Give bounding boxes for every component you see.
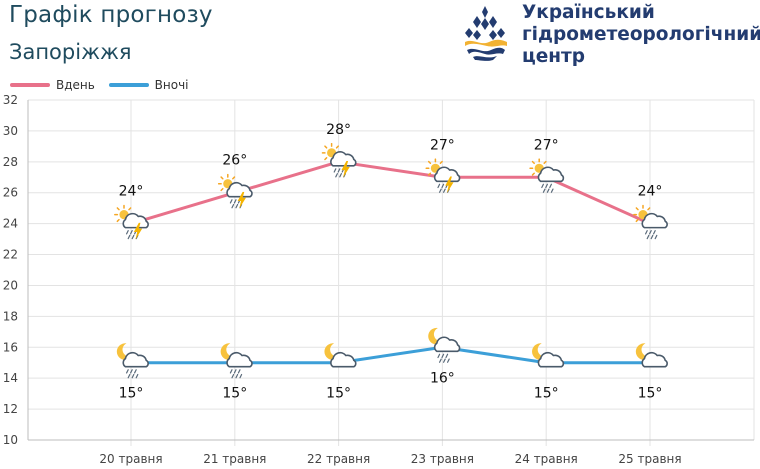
- rain-icon: [229, 369, 243, 379]
- legend-item-night[interactable]: Вночі: [108, 78, 189, 92]
- day-temp-label: 28°: [326, 122, 351, 138]
- legend-item-day[interactable]: Вдень: [10, 78, 95, 92]
- day-temp-label: 24°: [119, 184, 144, 200]
- cloud-icon: [537, 166, 565, 183]
- y-tick-label: 20: [3, 278, 18, 292]
- day-temp-label: 27°: [534, 137, 559, 153]
- y-tick-label: 32: [3, 93, 18, 107]
- org-line-2: гідрометеорологічний: [522, 24, 760, 45]
- y-tick-label: 10: [3, 433, 18, 447]
- y-tick-label: 22: [3, 248, 18, 262]
- cloud-icon: [537, 351, 565, 368]
- rain-icon: [437, 353, 450, 363]
- day-temp-label: 27°: [430, 137, 455, 153]
- x-tick-label: 20 травня: [99, 452, 162, 466]
- moon-cloud-rain-icon[interactable]: [116, 343, 149, 379]
- night-temp-label: 15°: [638, 386, 663, 402]
- night-series-line: [131, 345, 650, 365]
- cloud-icon: [330, 150, 357, 167]
- city-name: Запоріжжя: [9, 40, 132, 64]
- rain-icon: [125, 369, 139, 379]
- cloud-icon: [122, 351, 149, 368]
- cloud-icon: [122, 212, 149, 229]
- night-temp-label: 16°: [430, 370, 455, 386]
- org-line-3: центр: [522, 46, 586, 67]
- y-tick-label: 16: [3, 340, 18, 354]
- rain-icon: [541, 183, 554, 193]
- moon-cloud-rain-icon[interactable]: [220, 343, 253, 379]
- moon-cloud-rain-icon[interactable]: [428, 327, 461, 363]
- night-temp-label: 15°: [534, 386, 559, 402]
- y-tick-label: 14: [3, 371, 18, 385]
- organization-name: Український гідрометеорологічний центр: [522, 2, 760, 68]
- y-tick-label: 18: [3, 309, 18, 323]
- y-tick-label: 12: [3, 402, 18, 416]
- x-tick-label: 21 травня: [203, 452, 266, 466]
- cloud-icon: [330, 351, 357, 368]
- legend-label-day: Вдень: [56, 78, 95, 92]
- night-temp-label: 15°: [326, 386, 351, 402]
- x-tick-label: 23 травня: [411, 452, 474, 466]
- legend-label-night: Вночі: [154, 78, 189, 92]
- y-tick-label: 28: [3, 155, 18, 169]
- x-tick-label: 25 травня: [618, 452, 681, 466]
- x-tick-label: 22 травня: [307, 452, 370, 466]
- cloud-icon: [641, 212, 668, 229]
- cloud-icon: [641, 351, 668, 368]
- legend-swatch-day: [10, 83, 50, 87]
- chart-legend: Вдень Вночі: [10, 76, 199, 92]
- night-temp-label: 15°: [119, 386, 144, 402]
- day-series-line: [130, 160, 651, 226]
- day-temp-label: 26°: [222, 153, 247, 169]
- legend-swatch-night: [108, 83, 149, 87]
- rain-icon: [644, 230, 658, 240]
- ugmc-logo-icon: [463, 4, 507, 64]
- y-tick-label: 24: [3, 217, 18, 231]
- x-tick-label: 24 травня: [515, 452, 578, 466]
- page-title: Графік прогнозу: [9, 2, 213, 28]
- cloud-icon: [226, 351, 253, 368]
- day-temp-label: 24°: [638, 184, 663, 200]
- cloud-icon: [226, 181, 253, 198]
- cloud-icon: [433, 336, 461, 353]
- cloud-icon: [433, 166, 461, 183]
- y-tick-label: 30: [3, 124, 18, 138]
- y-tick-label: 26: [3, 186, 18, 200]
- org-line-1: Український: [522, 2, 655, 23]
- night-temp-label: 15°: [222, 386, 247, 402]
